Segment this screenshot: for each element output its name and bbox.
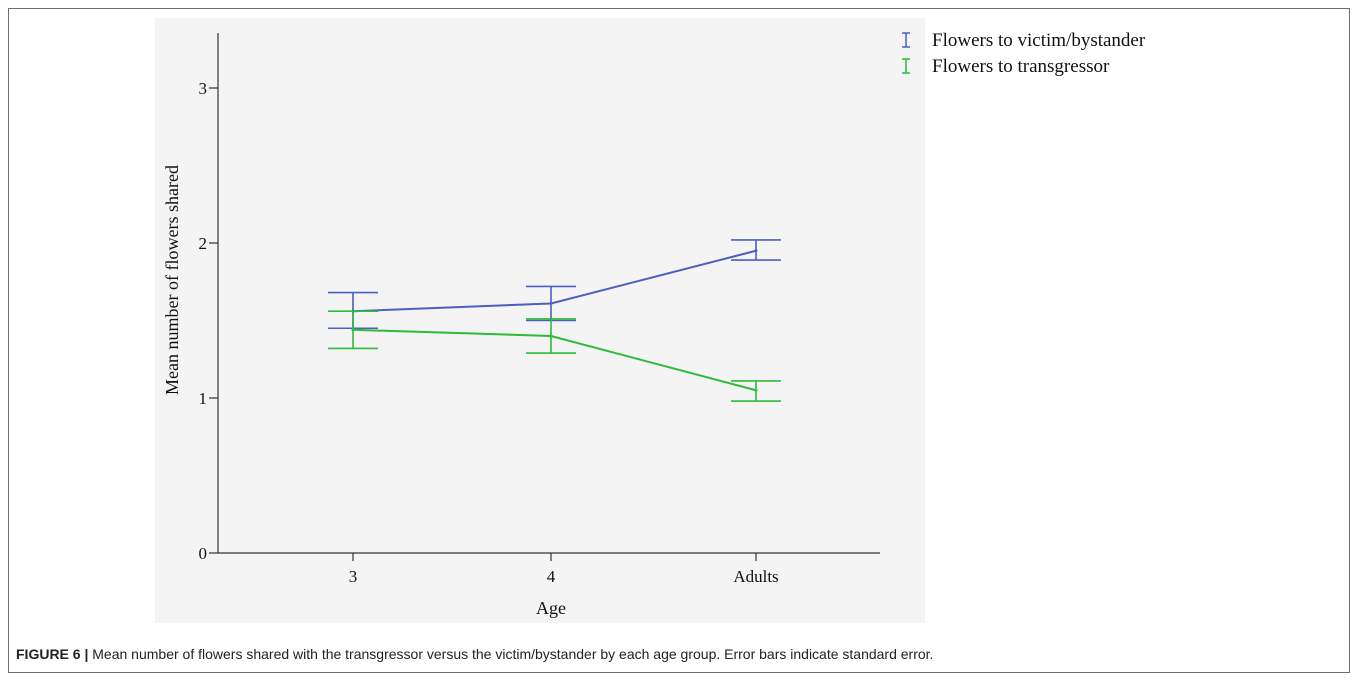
x-tick-label: 4: [547, 567, 556, 586]
x-axis-title: Age: [536, 598, 566, 618]
series-layer: [328, 239, 781, 402]
series-transgressor: [328, 310, 781, 402]
data-point: [754, 249, 758, 253]
data-point: [754, 388, 758, 392]
figure-caption: FIGURE 6 | Mean number of flowers shared…: [16, 646, 1336, 662]
legend-label: Flowers to transgressor: [932, 56, 1110, 77]
axes: 0 1 2 3 3 4 Adults Age Mean number of flowers sh…: [162, 33, 880, 618]
legend-item: Flowers to victim/bystander: [902, 30, 1146, 51]
legend-label: Flowers to victim/bystander: [932, 30, 1146, 51]
data-point: [351, 328, 355, 332]
legend: Flowers to victim/bystander Flowers to tr…: [902, 30, 1146, 77]
series-victim-bystander: [328, 239, 781, 330]
y-tick-label: 1: [199, 389, 208, 408]
x-tick-label: Adults: [733, 567, 778, 586]
y-axis-title: Mean number of flowers shared: [162, 165, 182, 395]
y-tick-label: 2: [199, 234, 208, 253]
x-tick-label: 3: [349, 567, 358, 586]
legend-item: Flowers to transgressor: [902, 56, 1110, 77]
y-tick-label: 3: [199, 79, 208, 98]
data-point: [549, 334, 553, 338]
y-tick-label: 0: [199, 544, 208, 563]
data-point: [549, 301, 553, 305]
caption-text: Mean number of flowers shared with the t…: [92, 646, 934, 662]
caption-label: FIGURE 6 |: [16, 646, 89, 662]
